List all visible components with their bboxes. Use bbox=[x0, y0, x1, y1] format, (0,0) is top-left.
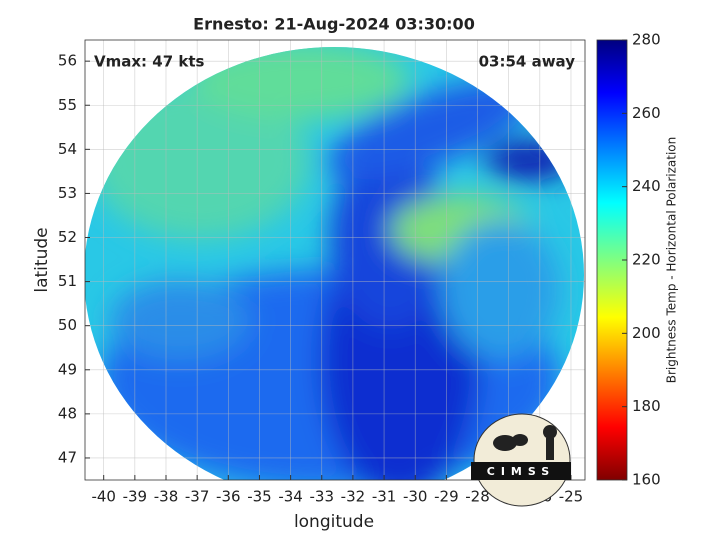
y-tick-label: 48 bbox=[58, 404, 77, 422]
colorbar-tick-label: 200 bbox=[632, 324, 661, 342]
x-tick-label: -38 bbox=[154, 488, 179, 506]
x-tick-label: -30 bbox=[403, 488, 428, 506]
x-tick-label: -32 bbox=[341, 488, 366, 506]
y-tick-label: 54 bbox=[58, 140, 77, 158]
y-axis-label: latitude bbox=[32, 227, 52, 292]
colorbar-tick-label: 260 bbox=[632, 104, 661, 122]
colorbar-tick-label: 280 bbox=[632, 31, 661, 49]
colorbar-tick-label: 220 bbox=[632, 251, 661, 269]
colorbar-tick-label: 240 bbox=[632, 177, 661, 195]
x-tick-label: -40 bbox=[91, 488, 116, 506]
annotation: Vmax: 47 kts bbox=[94, 53, 204, 71]
axes: -40 -39 -38 -37 -36 -35 -34 -33 -32 -31 -30 -29 -28 -… bbox=[58, 40, 585, 506]
x-tick-label: -35 bbox=[247, 488, 272, 506]
y-tick-label: 51 bbox=[58, 272, 77, 290]
x-tick-label: -36 bbox=[216, 488, 241, 506]
x-axis-label: longitude bbox=[294, 512, 374, 532]
x-tick-label: -29 bbox=[434, 488, 459, 506]
y-tick-label: 56 bbox=[58, 52, 77, 70]
plot-frame bbox=[84, 39, 586, 481]
y-tick-label: 53 bbox=[58, 184, 77, 202]
y-tick-label: 52 bbox=[58, 228, 77, 246]
colorbar-label: Brightness Temp - Horizontal Polarizatio… bbox=[665, 137, 679, 384]
x-tick-label: -37 bbox=[185, 488, 210, 506]
colorbar-tick-label: 180 bbox=[632, 397, 661, 415]
y-tick-label: 50 bbox=[58, 316, 77, 334]
logo: CIMSS bbox=[471, 413, 571, 507]
colorbar-tick-label: 160 bbox=[632, 471, 661, 489]
y-tick-label: 47 bbox=[58, 448, 77, 466]
x-tick-label: -39 bbox=[123, 488, 148, 506]
image-field bbox=[85, 47, 584, 480]
y-tick-label: 49 bbox=[58, 360, 77, 378]
x-tick-label: -33 bbox=[310, 488, 335, 506]
x-tick-label: -28 bbox=[465, 488, 490, 506]
x-tick-label: -31 bbox=[372, 488, 397, 506]
chart-title: Ernesto: 21-Aug-2024 03:30:00 bbox=[193, 15, 475, 34]
y-tick-label: 55 bbox=[58, 96, 77, 114]
x-tick-label: -34 bbox=[278, 488, 303, 506]
logo-text: CIMSS bbox=[487, 465, 555, 478]
annotation: 03:54 away bbox=[479, 53, 576, 71]
x-tick-label: -25 bbox=[559, 488, 584, 506]
